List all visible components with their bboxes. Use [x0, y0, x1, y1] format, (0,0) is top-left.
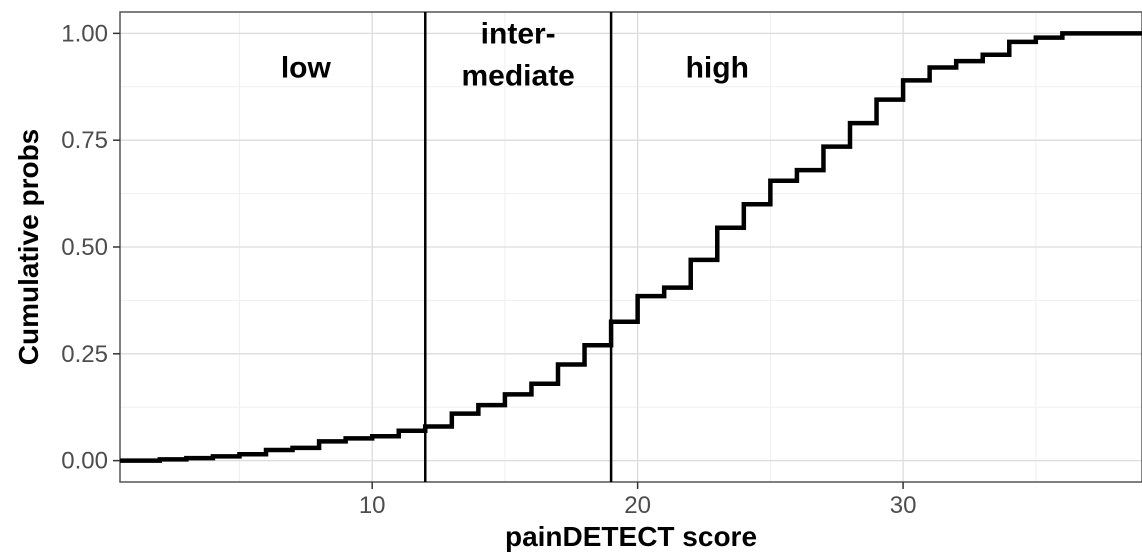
x-tick-label: 30 — [890, 492, 917, 519]
region-labels: low inter-mediate high — [281, 17, 749, 92]
region-label: high — [686, 52, 749, 85]
y-tick-label: 0.75 — [61, 127, 108, 154]
y-tick-label: 1.00 — [61, 20, 108, 47]
series-layer — [120, 31, 1142, 463]
grid — [119, 11, 1142, 483]
cutoff-lines — [424, 12, 613, 482]
cumulative-step-line — [120, 31, 1142, 463]
x-axis-title: painDETECT score — [505, 521, 757, 552]
x-axis-ticks: 10 20 30 — [359, 482, 917, 519]
y-tick-label: 0.00 — [61, 448, 108, 475]
y-tick-label: 0.25 — [61, 341, 108, 368]
y-axis-title: Cumulative probs — [13, 129, 44, 365]
x-tick-label: 10 — [359, 492, 386, 519]
region-label: inter- — [481, 17, 556, 50]
y-tick-label: 0.50 — [61, 234, 108, 261]
y-axis-ticks: 0.00 0.25 0.50 0.75 1.00 — [61, 20, 120, 475]
region-label: mediate — [461, 59, 574, 92]
x-tick-label: 20 — [624, 492, 651, 519]
region-label: low — [281, 52, 332, 85]
